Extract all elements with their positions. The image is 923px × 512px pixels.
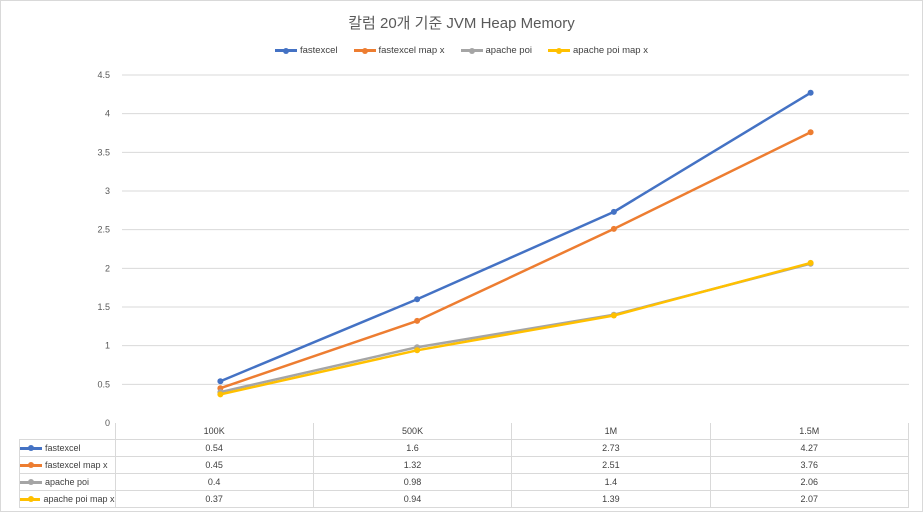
table-series-label: apache poi map x [43, 494, 115, 504]
data-point [807, 259, 814, 266]
table-cell: 4.27 [709, 439, 910, 457]
table-cell: 0.4 [114, 473, 314, 491]
y-tick-label: 4 [105, 109, 110, 119]
data-point [414, 317, 421, 324]
legend-item: apache poi map x [547, 45, 648, 56]
table-cell: 0.98 [312, 473, 513, 491]
table-row-key: apache poi map x [19, 490, 116, 508]
legend-swatch [460, 47, 483, 54]
table-cell: 2.51 [511, 456, 711, 474]
table-row-key: apache poi [19, 473, 116, 491]
series-line-3 [219, 261, 812, 396]
table-row: apache poi map x 0.37 0.94 1.39 2.07 [19, 490, 910, 508]
chart-title: 칼럼 20개 기준 JVM Heap Memory [348, 15, 575, 32]
table-key-swatch [20, 496, 41, 502]
table-row-key: fastexcel map x [19, 456, 116, 474]
x-category-label: 100K [114, 423, 314, 440]
legend-item: fastexcel [275, 45, 338, 56]
table-cell: 1.32 [312, 456, 513, 474]
legend-label: fastexcel map x [378, 45, 445, 56]
data-point [217, 378, 224, 385]
data-point [414, 347, 421, 354]
legend-swatch [353, 47, 376, 54]
y-tick-label: 1.5 [97, 302, 110, 312]
table-cell: 3.76 [709, 456, 910, 474]
table-series-label: fastexcel map x [45, 460, 108, 470]
legend-swatch [547, 47, 570, 54]
data-point [610, 208, 617, 215]
data-table: 100K 500K 1M 1.5M fastexcel 0.54 1.6 2.73 4.27 fa… [19, 423, 910, 508]
x-category-label: 500K [312, 423, 513, 440]
table-row: fastexcel map x 0.45 1.32 2.51 3.76 [19, 456, 910, 474]
series-line-1 [219, 130, 812, 390]
table-row: fastexcel 0.54 1.6 2.73 4.27 [19, 439, 910, 457]
table-cell: 0.54 [114, 439, 314, 457]
series-line-0 [219, 91, 812, 383]
table-key-swatch [20, 445, 42, 451]
table-row: apache poi 0.4 0.98 1.4 2.06 [19, 473, 910, 491]
y-tick-label: 0 [105, 418, 110, 428]
y-tick-label: 1 [105, 341, 110, 351]
data-point [807, 129, 814, 136]
table-header-row: 100K 500K 1M 1.5M [20, 423, 910, 440]
table-corner [20, 423, 116, 440]
legend-label: apache poi [485, 45, 532, 56]
table-key-swatch [20, 479, 42, 485]
table-cell: 1.39 [511, 490, 711, 508]
table-cell: 2.06 [709, 473, 910, 491]
table-cell: 0.45 [114, 456, 314, 474]
legend-label: fastexcel [300, 45, 338, 56]
table-cell: 2.73 [511, 439, 711, 457]
y-tick-label: 3 [105, 186, 110, 196]
table-row-key: fastexcel [19, 439, 116, 457]
legend-item: apache poi [460, 45, 532, 56]
data-point [610, 312, 617, 319]
table-series-label: fastexcel [45, 443, 81, 453]
y-tick-label: 2 [105, 263, 110, 273]
legend-swatch [275, 47, 297, 54]
table-cell: 1.6 [312, 439, 513, 457]
y-tick-label: 0.5 [97, 379, 110, 389]
series-line-2 [219, 262, 812, 394]
data-point [610, 225, 617, 232]
legend: fastexcel fastexcel map x apache poi apache… [0, 45, 923, 56]
table-cell: 1.4 [511, 473, 711, 491]
legend-label: apache poi map x [572, 45, 648, 56]
table-cell: 0.37 [114, 490, 314, 508]
table-cell: 2.07 [709, 490, 910, 508]
data-point [414, 296, 421, 303]
data-point [807, 89, 814, 96]
table-cell: 0.94 [312, 490, 513, 508]
table-key-swatch [20, 462, 42, 468]
y-tick-label: 2.5 [97, 225, 110, 235]
y-tick-label: 3.5 [97, 147, 110, 157]
x-category-label: 1M [511, 423, 711, 440]
y-tick-label: 4.5 [97, 70, 110, 80]
legend-item: fastexcel map x [353, 45, 445, 56]
table-series-label: apache poi [45, 477, 90, 487]
data-point [217, 391, 224, 398]
x-category-label: 1.5M [709, 423, 910, 440]
